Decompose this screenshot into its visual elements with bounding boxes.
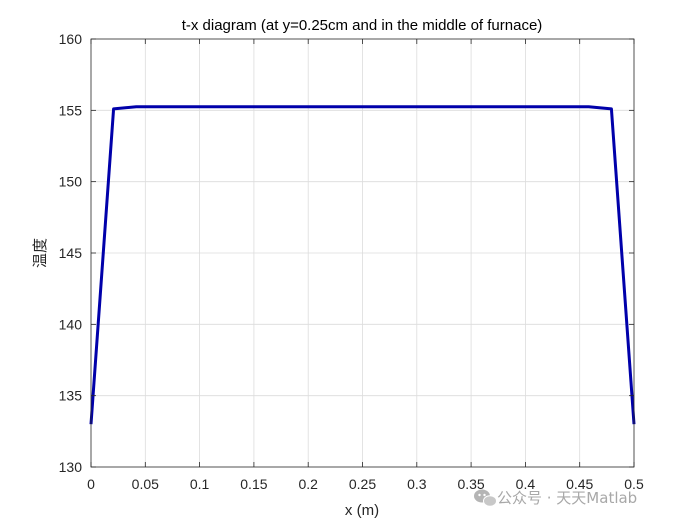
series-layer [89,105,636,425]
series-line [89,105,636,425]
y-tick-label: 160 [59,31,83,47]
y-tick-label: 135 [59,388,83,404]
x-tick-label: 0.1 [190,476,210,492]
watermark: 公众号 · 天天Matlab [474,489,637,507]
y-tick-label: 150 [59,174,83,190]
watermark-text: 公众号 · 天天Matlab [497,489,637,507]
x-tick-label: 0.35 [457,476,484,492]
chart-title: t-x diagram (at y=0.25cm and in the midd… [182,17,543,34]
ticks [90,38,635,468]
y-axis-label: 温度 [31,238,49,268]
x-tick-label: 0.25 [349,476,376,492]
x-tick-label: 0.45 [566,476,593,492]
x-tick-label: 0 [87,476,95,492]
grid [91,39,634,467]
x-tick-label: 0.2 [298,476,318,492]
x-tick-label: 0.5 [624,476,644,492]
y-tick-label: 140 [59,316,83,332]
x-tick-label: 0.4 [516,476,536,492]
x-tick-label: 0.05 [132,476,159,492]
y-tick-label: 145 [59,245,83,261]
y-tick-label: 130 [59,459,83,475]
x-tick-label: 0.15 [240,476,267,492]
wechat-icon [474,489,497,507]
x-axis-label: x (m) [345,502,379,519]
tick-labels: 0 0.05 0.1 0.15 0.2 0.25 0.3 0.35 0.4 0.45 0.5 130 1… [59,31,644,492]
x-tick-label: 0.3 [407,476,427,492]
y-tick-label: 155 [59,102,83,118]
